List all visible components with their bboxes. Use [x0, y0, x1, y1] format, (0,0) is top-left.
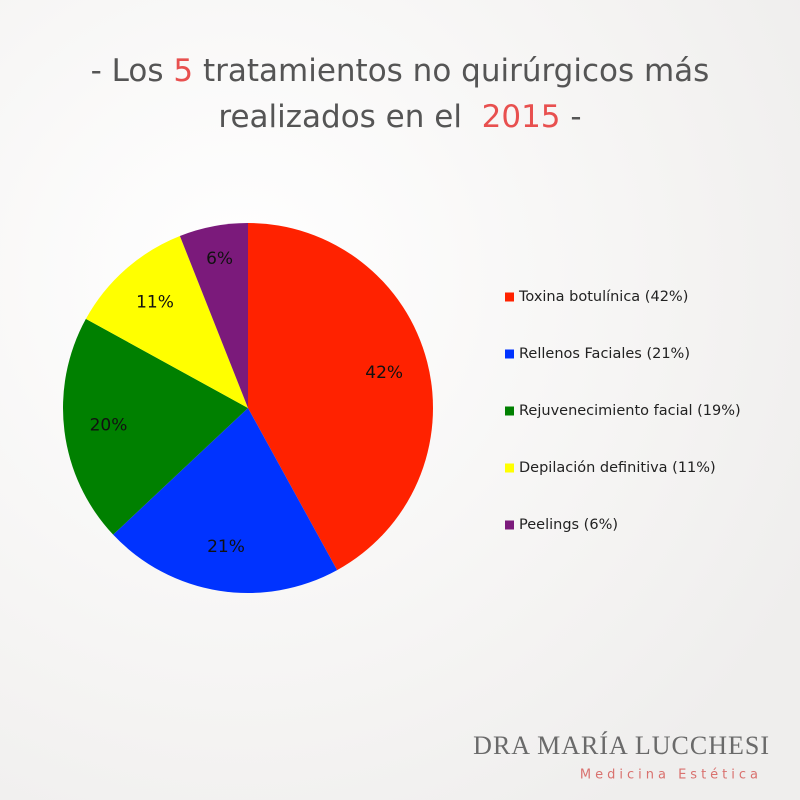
legend-label: Depilación definitiva (11%): [519, 460, 716, 476]
brand-subtitle: Medicina Estética: [580, 768, 762, 783]
legend-swatch: [505, 292, 514, 302]
legend: Toxina botulínica (42%) Rellenos Faciales…: [505, 289, 741, 533]
title-line: realizados en el 2015 -: [218, 99, 581, 135]
pie-slice: [85, 235, 248, 408]
pie-slice: [113, 408, 338, 594]
legend-label: Peelings (6%): [519, 517, 618, 533]
pie-slice: [179, 223, 248, 408]
title-part: realizados en el: [218, 99, 481, 135]
legend-label: Rejuvenecimiento facial (19%): [519, 403, 741, 419]
chart-title: - Los 5 tratamientos no quirúrgicos más r…: [91, 53, 710, 135]
legend-label: Rellenos Faciales (21%): [519, 346, 690, 362]
legend-label: Toxina botulínica (42%): [518, 289, 688, 305]
pie-slice: [248, 223, 434, 571]
brand-name: DRA MARÍA LUCCHESI: [473, 731, 770, 760]
slice-label: 20%: [90, 416, 128, 436]
title-part: - Los: [91, 53, 174, 89]
legend-swatch: [505, 349, 514, 359]
legend-swatch: [505, 406, 514, 416]
title-part: 5: [173, 53, 193, 89]
slice-label: 21%: [207, 537, 245, 557]
title-line: - Los 5 tratamientos no quirúrgicos más: [91, 53, 710, 89]
slice-label: 11%: [136, 293, 174, 313]
legend-swatch: [505, 520, 514, 530]
slice-label: 42%: [365, 363, 403, 383]
pie-slice: [62, 318, 248, 535]
pie: 42% 21% 20% 11% 6%: [62, 223, 434, 594]
slice-label: 6%: [206, 249, 233, 269]
title-part: -: [561, 99, 582, 135]
title-part: 2015: [482, 99, 561, 135]
legend-swatch: [505, 463, 514, 473]
title-part: tratamientos no quirúrgicos más: [193, 53, 709, 89]
